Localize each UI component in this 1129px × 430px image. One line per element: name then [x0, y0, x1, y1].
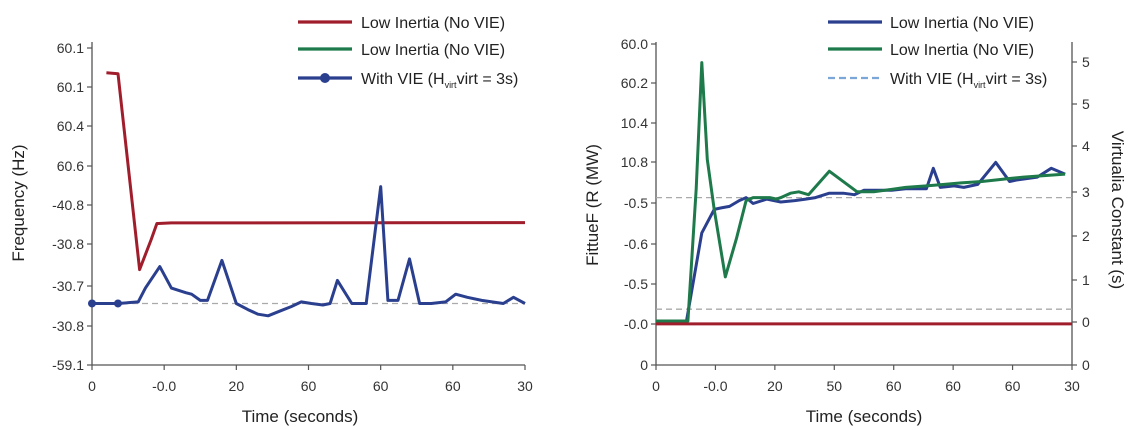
- right-x-tick-label: 60: [886, 378, 902, 394]
- left-x-axis-label: Time (seconds): [242, 407, 359, 426]
- left-vie-marker: [88, 299, 96, 308]
- right-y-tick-label-left: 10.4: [621, 115, 648, 131]
- right-y-tick-label-left: -0.0: [624, 316, 648, 332]
- left-x-tick-label: 0: [88, 378, 96, 394]
- right-y-tick-label-left: 10.8: [621, 154, 648, 170]
- right-x-tick-label: 0: [652, 378, 660, 394]
- left-y-tick-label: -30.8: [52, 318, 84, 334]
- right-y-tick-label-right: 0: [1082, 314, 1090, 330]
- right-y-tick-label-left: 60.2: [621, 75, 648, 91]
- left-series-line-0: [106, 71, 526, 272]
- left-y-tick-label: 60.1: [57, 79, 84, 95]
- left-y-tick-label: 60.4: [57, 118, 84, 134]
- right-x-axis-label: Time (seconds): [806, 407, 923, 426]
- left-x-tick-label: 20: [229, 378, 245, 394]
- right-x-tick-label: -0.0: [703, 378, 727, 394]
- left-y-tick-label: -59.1: [52, 357, 84, 373]
- right-legend: Low Inertia (No VIE) Low Inertia (No VIE)…: [828, 15, 1047, 90]
- left-y-tick-label: 60.6: [57, 158, 84, 174]
- left-legend-marker: [320, 73, 330, 83]
- left-x-tick-label: -0.0: [152, 378, 176, 394]
- left-y-tick-label: 60.1: [57, 40, 84, 56]
- right-x-tick-label: 50: [826, 378, 842, 394]
- right-y-tick-label-left: -0.5: [624, 195, 648, 211]
- left-y-tick-label: -30.7: [52, 278, 84, 294]
- right-y-tick-label-right: 0: [1082, 357, 1090, 373]
- left-legend-label-1: Low Inertia (No VIE): [361, 42, 505, 59]
- left-vie-marker: [113, 299, 122, 308]
- right-y-tick-label-right: 5: [1082, 54, 1090, 70]
- right-y-ticks-right: 5 5 4 3 2 1 0 0: [1072, 54, 1090, 373]
- right-chart: 60.0 60.2 10.4 10.8 -0.5 -0.6 -0.5 -0.0 0 5 5 4 3 2 1…: [583, 15, 1127, 426]
- right-y-tick-label-left: 60.0: [621, 36, 648, 52]
- left-x-tick-label: 60: [445, 378, 461, 394]
- left-x-ticks: 0 -0.0 20 60 60 60 30: [88, 365, 533, 394]
- right-y-tick-label-left: -0.5: [624, 276, 648, 292]
- right-y-axis-label: FittueF (R (MW): [583, 144, 602, 266]
- left-legend-label-2: With VIE (Hvirtvirt = 3s): [361, 71, 518, 90]
- right-y-ticks-left: 60.0 60.2 10.4 10.8 -0.5 -0.6 -0.5 -0.0 0: [621, 36, 656, 373]
- right-series-line-1: [656, 61, 1066, 323]
- right-y-tick-label-right: 2: [1082, 228, 1090, 244]
- right-series: [656, 61, 1072, 326]
- right-x-tick-label: 20: [767, 378, 783, 394]
- left-series-line-2: [92, 185, 526, 318]
- left-legend-label-0: Low Inertia (No VIE): [361, 15, 505, 32]
- right-y-axis-label-secondary: Virtualia Constant (s): [1108, 131, 1127, 289]
- left-x-tick-label: 60: [373, 378, 389, 394]
- left-y-tick-label: -40.8: [52, 197, 84, 213]
- left-y-ticks: 60.1 60.1 60.4 60.6 -40.8 -30.8 -30.7 -30.8 -59.…: [52, 40, 92, 373]
- left-legend: Low Inertia (No VIE) Low Inertia (No VIE)…: [298, 15, 518, 90]
- left-series: [88, 71, 526, 318]
- right-x-tick-label: 60: [1005, 378, 1021, 394]
- right-legend-label-0: Low Inertia (No VIE): [890, 15, 1034, 32]
- right-series-line-0: [656, 160, 1066, 323]
- left-y-axis-label: Frequency (Hz): [9, 144, 28, 261]
- right-y-tick-label-right: 3: [1082, 184, 1090, 200]
- right-y-tick-label-right: 5: [1082, 96, 1090, 112]
- right-x-tick-label: 60: [945, 378, 961, 394]
- left-chart: 60.1 60.1 60.4 60.6 -40.8 -30.8 -30.7 -30.8 -59.…: [9, 15, 533, 426]
- right-legend-label-2: With VIE (Hvirtvirt = 3s): [890, 71, 1047, 90]
- right-x-tick-label: 30: [1064, 378, 1080, 394]
- right-y-tick-label-left: 0: [640, 357, 648, 373]
- right-y-tick-label-right: 4: [1082, 138, 1090, 154]
- left-x-tick-label: 60: [301, 378, 317, 394]
- right-y-tick-label-left: -0.6: [624, 236, 648, 252]
- right-x-ticks: 0 -0.0 20 50 60 60 60 30: [652, 365, 1080, 394]
- left-x-tick-label: 30: [517, 378, 533, 394]
- right-legend-label-1: Low Inertia (No VIE): [890, 42, 1034, 59]
- left-y-tick-label: -30.8: [52, 236, 84, 252]
- right-y-tick-label-right: 1: [1082, 272, 1090, 288]
